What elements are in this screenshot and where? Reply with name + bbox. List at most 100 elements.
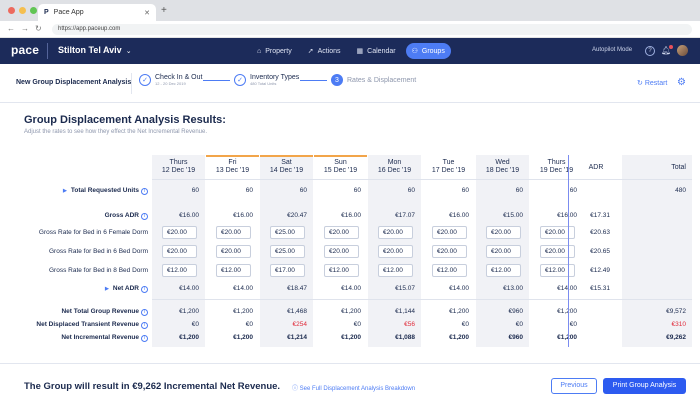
nav-actions[interactable]: ➚ Actions <box>302 43 347 59</box>
weekend-highlight-bar <box>260 155 313 157</box>
url-input[interactable]: https://app.paceup.com <box>52 24 692 35</box>
rate-input[interactable]: €12.00 <box>432 264 467 277</box>
close-window-icon[interactable] <box>8 7 15 14</box>
rate-input[interactable]: €20.00 <box>378 245 413 258</box>
rate-input[interactable]: €12.00 <box>216 264 251 277</box>
adr-cell: €20.65 <box>590 248 610 255</box>
table-cell: €14.00 <box>179 285 199 292</box>
info-icon[interactable]: i <box>141 309 148 316</box>
rate-input[interactable]: €17.00 <box>270 264 305 277</box>
expand-triangle-icon[interactable]: ▶ <box>63 188 67 194</box>
info-icon[interactable]: i <box>141 188 148 195</box>
notification-bell-icon[interactable]: 🔔︎ <box>661 45 674 55</box>
nav-property[interactable]: ⌂ Property <box>251 43 298 59</box>
reload-icon[interactable]: ↻ <box>35 24 42 33</box>
rate-input[interactable]: €20.00 <box>486 245 521 258</box>
rate-input[interactable]: €25.00 <box>270 226 305 239</box>
rate-input[interactable]: €20.00 <box>432 226 467 239</box>
adr-cell: €12.49 <box>590 267 610 274</box>
rate-input[interactable]: €20.00 <box>324 245 359 258</box>
row-label-text: Net Total Group Revenue <box>61 308 139 315</box>
restart-button[interactable]: ↻ Restart <box>637 80 668 87</box>
close-tab-icon[interactable]: ✕ <box>144 9 150 17</box>
step-check-in-out[interactable]: ✓ Check In & Out 12 - 20 Dec 2019 <box>139 74 202 86</box>
row-label: Net Displaced Transient Revenue i <box>8 321 148 329</box>
browser-tab[interactable]: P Pace App ✕ <box>38 4 156 21</box>
step-rates-displacement[interactable]: 3 Rates & Displacement <box>331 74 416 86</box>
step-inventory-types[interactable]: ✓ Inventory Types 480 Total Units <box>234 74 299 86</box>
row-label[interactable]: ▶ Net ADR i <box>8 285 148 293</box>
print-group-analysis-button[interactable]: Print Group Analysis <box>603 378 686 394</box>
rate-input[interactable]: €20.00 <box>162 245 197 258</box>
rate-input[interactable]: €20.00 <box>486 226 521 239</box>
column-date: 16 Dec '19 <box>377 167 412 174</box>
table-cell: €56 <box>404 321 415 328</box>
table-cell: €16.00 <box>449 212 469 219</box>
rate-input[interactable]: €12.00 <box>162 264 197 277</box>
row-label-text: Net ADR <box>112 285 139 292</box>
new-tab-icon[interactable]: + <box>161 5 167 16</box>
rate-input[interactable]: €20.00 <box>324 226 359 239</box>
table-cell: €0 <box>569 321 577 328</box>
forward-icon[interactable]: → <box>21 24 29 33</box>
date-column-header: Sat 14 Dec '19 <box>260 159 313 175</box>
step-connector <box>300 80 327 81</box>
rate-input[interactable]: €12.00 <box>486 264 521 277</box>
weekend-highlight-bar <box>314 155 367 157</box>
info-icon[interactable]: i <box>141 286 148 293</box>
maximize-window-icon[interactable] <box>30 7 37 14</box>
column-day: Wed <box>495 159 510 166</box>
table-cell: 60 <box>515 187 523 194</box>
table-cell: €1,200 <box>530 308 577 315</box>
table-cell: €20.47 <box>287 212 307 219</box>
rate-input[interactable]: €20.00 <box>162 226 197 239</box>
property-selector[interactable]: Stilton Tel Aviv ⌄ <box>58 45 132 55</box>
total-column-header: Total <box>671 164 686 171</box>
rate-input[interactable]: €20.00 <box>432 245 467 258</box>
column-day: Sat <box>281 159 292 166</box>
home-icon: ⌂ <box>257 47 262 55</box>
rate-input[interactable]: €12.00 <box>324 264 359 277</box>
table-cell: 60 <box>407 187 415 194</box>
nav-calendar-label: Calendar <box>367 47 396 55</box>
gear-icon[interactable]: ⚙ <box>677 77 686 88</box>
table-cell: €1,200 <box>449 334 469 341</box>
row-label[interactable]: ▶ Total Requested Units i <box>8 187 148 195</box>
date-column-header: Thurs 19 Dec '19 <box>530 159 583 175</box>
browser-tab-title: Pace App <box>53 9 84 16</box>
user-avatar[interactable] <box>677 45 689 56</box>
rate-input[interactable]: €20.00 <box>216 245 251 258</box>
rate-input[interactable]: €20.00 <box>378 226 413 239</box>
back-icon[interactable]: ← <box>7 24 15 33</box>
rate-input[interactable]: €12.00 <box>378 264 413 277</box>
minimize-window-icon[interactable] <box>19 7 26 14</box>
breakdown-link[interactable]: ⓘ See Full Displacement Analysis Breakdo… <box>292 386 416 392</box>
expand-triangle-icon[interactable]: ▶ <box>105 286 109 292</box>
date-column-header: Sun 15 Dec '19 <box>314 159 367 175</box>
info-icon[interactable]: i <box>141 322 148 329</box>
table-cell: €960 <box>508 308 523 315</box>
table-cell: €1,200 <box>449 308 469 315</box>
rate-input[interactable]: €20.00 <box>216 226 251 239</box>
help-icon[interactable]: ? <box>645 45 655 56</box>
previous-button[interactable]: Previous <box>551 378 597 394</box>
pace-logo[interactable]: pace <box>11 43 40 57</box>
column-shade <box>622 155 692 347</box>
rate-input[interactable]: €12.00 <box>540 264 575 277</box>
weekend-highlight-bar <box>206 155 259 157</box>
table-cell: €0 <box>191 321 199 328</box>
total-cell: €9,572 <box>666 308 686 315</box>
row-label: Net Total Group Revenue i <box>8 308 148 316</box>
info-icon[interactable]: i <box>141 213 148 220</box>
rate-input[interactable]: €20.00 <box>540 226 575 239</box>
footer-bar: The Group will result in €9,262 Incremen… <box>0 363 700 408</box>
step-connector <box>203 80 230 81</box>
nav-groups[interactable]: ⚇ Groups <box>405 43 451 59</box>
autopilot-mode-toggle[interactable]: Autopilot Mode <box>592 47 633 53</box>
rate-input[interactable]: €25.00 <box>270 245 305 258</box>
rate-input[interactable]: €20.00 <box>540 245 575 258</box>
nav-calendar[interactable]: ▦ Calendar <box>351 43 402 59</box>
table-cell: €1,468 <box>287 308 307 315</box>
info-icon[interactable]: i <box>141 335 148 342</box>
table-cell: €0 <box>353 321 361 328</box>
